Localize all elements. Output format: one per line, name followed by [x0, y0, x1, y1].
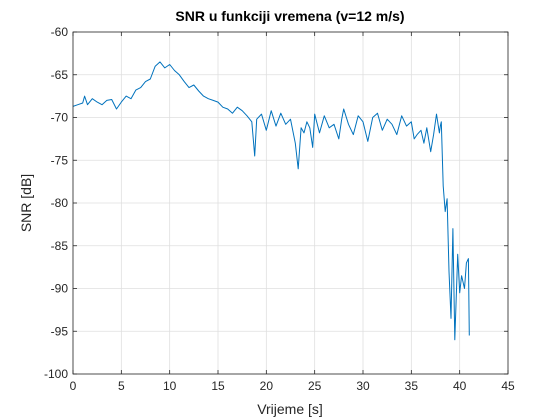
y-tick-label: -80 — [51, 196, 69, 210]
x-tick-label: 0 — [70, 379, 77, 393]
y-tick-label: -75 — [51, 153, 69, 167]
x-tick-label: 20 — [260, 379, 274, 393]
snr-line — [72, 61, 470, 341]
y-tick-label: -95 — [51, 324, 69, 338]
y-tick-label: -70 — [51, 111, 69, 125]
tick-labels: 0 5 10 15 20 25 30 35 40 45 -100 -95 -90 -85 -80 -75 -70… — [44, 25, 515, 393]
y-tick-label: -90 — [51, 282, 69, 296]
x-tick-label: 25 — [308, 379, 322, 393]
y-axis-label: SNR [dB] — [18, 174, 34, 232]
ticks — [72, 31, 509, 375]
x-tick-label: 45 — [501, 379, 515, 393]
x-tick-label: 35 — [405, 379, 419, 393]
x-tick-label: 40 — [453, 379, 467, 393]
x-axis-label: Vrijeme [s] — [257, 401, 323, 417]
x-tick-label: 15 — [211, 379, 225, 393]
x-tick-label: 5 — [118, 379, 125, 393]
chart-title: SNR u funkciji vremena (v=12 m/s) — [175, 8, 404, 24]
y-tick-label: -65 — [51, 68, 69, 82]
plot-content — [72, 61, 470, 341]
x-tick-label: 10 — [163, 379, 177, 393]
y-tick-label: -85 — [51, 239, 69, 253]
y-tick-label: -100 — [44, 367, 68, 381]
x-tick-label: 30 — [356, 379, 370, 393]
y-tick-label: -60 — [51, 25, 69, 39]
